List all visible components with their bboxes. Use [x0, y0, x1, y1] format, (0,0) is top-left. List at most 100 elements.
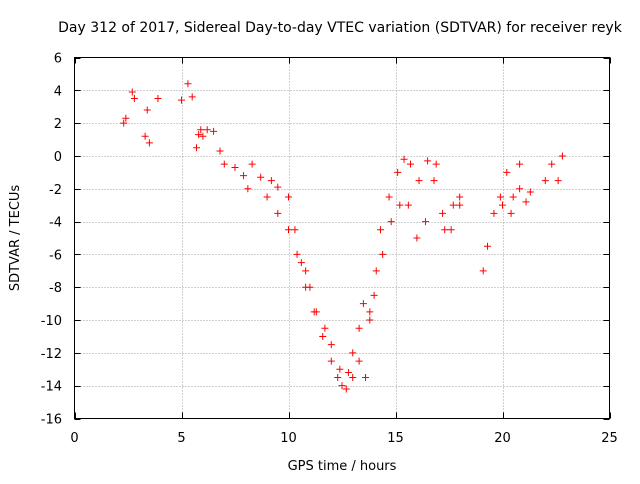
- data-points: [120, 80, 566, 393]
- data-point: [334, 373, 342, 381]
- x-tick-label: 20: [494, 431, 511, 446]
- data-point: [244, 185, 252, 193]
- x-tick-label: 25: [601, 431, 618, 446]
- data-point: [516, 160, 524, 168]
- y-tick-label: -14: [41, 380, 62, 395]
- data-point: [441, 226, 449, 234]
- x-tick-label: 10: [280, 431, 297, 446]
- data-point: [310, 308, 318, 316]
- data-point: [297, 259, 305, 267]
- data-point: [526, 188, 534, 196]
- y-tick-label: 4: [54, 84, 62, 99]
- data-point: [302, 267, 310, 275]
- data-point: [349, 349, 357, 357]
- data-point: [430, 177, 438, 185]
- data-point: [509, 193, 517, 201]
- x-tick-label: 5: [177, 431, 185, 446]
- data-point: [387, 218, 395, 226]
- data-point: [484, 242, 492, 250]
- data-point: [558, 152, 566, 160]
- x-tick-labels: 0 5 10 15 20 25: [70, 431, 617, 446]
- data-point: [192, 144, 200, 152]
- y-tick-label: 6: [54, 52, 62, 67]
- data-point: [522, 198, 530, 206]
- data-point: [210, 127, 218, 135]
- data-point: [355, 357, 363, 365]
- data-point: [421, 218, 429, 226]
- y-tick-labels: -16 -14 -12 -10 -8 -6 -4 -2 0 2 4 6: [41, 52, 62, 428]
- data-point: [199, 132, 207, 140]
- data-point: [336, 365, 344, 373]
- y-tick-label: -10: [41, 314, 62, 329]
- data-point: [396, 201, 404, 209]
- data-point: [327, 341, 335, 349]
- y-tick-label: -4: [49, 216, 62, 231]
- data-point: [122, 114, 130, 122]
- data-point: [342, 385, 350, 393]
- data-point: [154, 95, 162, 103]
- y-tick-label: -8: [49, 281, 62, 296]
- data-point: [130, 95, 138, 103]
- data-point: [394, 168, 402, 176]
- data-point: [372, 267, 380, 275]
- data-point: [413, 234, 421, 242]
- data-point: [499, 201, 506, 209]
- data-point: [479, 267, 487, 275]
- data-point: [319, 332, 327, 340]
- data-point: [338, 382, 346, 390]
- data-point: [120, 119, 128, 127]
- y-tick-label: -12: [41, 347, 62, 362]
- chart-title: Day 312 of 2017, Sidereal Day-to-day VTE…: [58, 20, 623, 36]
- x-axis-label: GPS time / hours: [288, 459, 397, 474]
- data-point: [424, 157, 432, 165]
- data-point: [220, 160, 228, 168]
- x-tick-label: 15: [387, 431, 404, 446]
- data-point: [541, 177, 549, 185]
- data-point: [188, 93, 196, 101]
- data-point: [248, 160, 256, 168]
- data-point: [257, 173, 265, 181]
- data-point: [291, 226, 299, 234]
- data-point: [366, 316, 374, 324]
- data-point: [231, 163, 239, 171]
- data-point: [195, 131, 203, 139]
- x-tick-label: 0: [70, 431, 78, 446]
- data-point: [385, 193, 393, 201]
- data-point: [327, 357, 335, 365]
- data-point: [143, 106, 151, 114]
- data-point: [507, 209, 515, 217]
- data-point: [285, 226, 292, 234]
- data-point: [240, 172, 248, 180]
- data-point: [359, 300, 367, 308]
- data-point: [178, 96, 185, 104]
- data-point: [203, 126, 211, 134]
- data-point: [355, 324, 363, 332]
- data-point: [321, 324, 329, 332]
- data-point: [263, 193, 271, 201]
- data-point: [415, 177, 423, 185]
- data-point: [447, 226, 455, 234]
- data-point: [216, 147, 224, 155]
- data-point: [274, 209, 282, 217]
- y-tick-label: 2: [54, 117, 62, 132]
- data-point: [404, 201, 412, 209]
- data-point: [377, 226, 385, 234]
- data-point: [503, 168, 511, 176]
- data-point: [285, 193, 292, 201]
- data-point: [548, 160, 556, 168]
- y-tick-label: 0: [54, 150, 62, 165]
- data-point: [400, 155, 408, 163]
- data-point: [197, 126, 205, 134]
- data-point: [128, 88, 136, 96]
- data-point: [370, 291, 378, 299]
- data-point: [362, 373, 370, 381]
- data-point: [344, 369, 352, 377]
- data-point: [449, 201, 457, 209]
- y-tick-label: -6: [49, 248, 62, 263]
- data-point: [439, 209, 447, 217]
- data-point: [274, 183, 282, 191]
- data-point: [379, 250, 387, 258]
- grid-lines: [74, 57, 610, 419]
